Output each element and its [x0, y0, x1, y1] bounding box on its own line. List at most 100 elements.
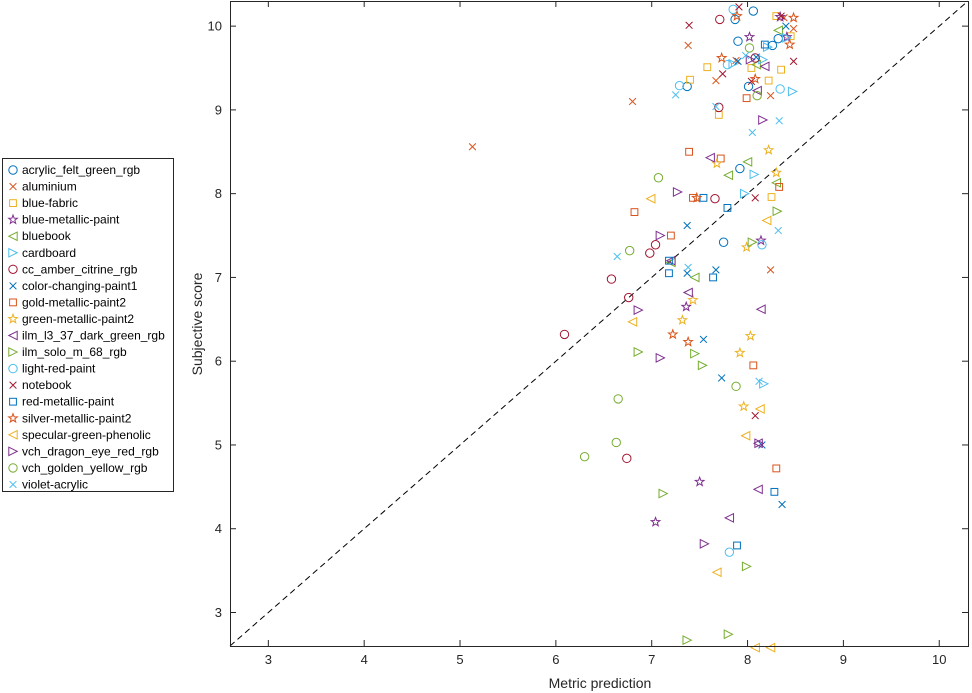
data-point [747, 237, 758, 248]
y-tick-label: 6 [215, 354, 222, 369]
legend-label: aluminium [22, 180, 77, 194]
data-point [683, 269, 691, 277]
legend-label: gold-metallic-paint2 [22, 295, 126, 309]
data-point [718, 70, 727, 78]
data-point [737, 400, 750, 412]
data-point [781, 30, 793, 42]
data-point [703, 63, 712, 72]
data-point [627, 316, 638, 327]
data-point [775, 117, 783, 125]
legend-label: green-metallic-paint2 [22, 312, 134, 326]
data-point [712, 76, 720, 85]
data-point [689, 193, 697, 202]
series-specular-green-phenolic [627, 193, 776, 653]
data-point [731, 381, 741, 392]
data-point [645, 193, 656, 204]
data-point [606, 274, 617, 284]
data-point [622, 453, 632, 464]
data-point [741, 561, 752, 572]
data-point [645, 248, 655, 258]
data-point [735, 163, 745, 174]
data-point [766, 91, 775, 100]
legend-marker [8, 463, 18, 473]
legend-label: silver-metallic-paint2 [22, 411, 132, 425]
data-point [734, 57, 742, 66]
data-point [653, 173, 664, 183]
data-point [742, 94, 751, 103]
data-point [468, 142, 477, 151]
x-tick-label: 8 [744, 652, 751, 667]
data-point [628, 97, 637, 106]
data-point [789, 57, 798, 66]
x-tick-label: 10 [932, 652, 946, 667]
legend-marker [9, 199, 17, 207]
data-point [777, 65, 786, 74]
legend-item: silver-metallic-paint2 [7, 411, 132, 425]
data-point [655, 352, 666, 363]
legend-label: vch_golden_yellow_rgb [22, 461, 148, 475]
data-point [787, 11, 800, 23]
data-point [658, 488, 669, 499]
data-point [775, 84, 785, 94]
data-point [765, 642, 776, 653]
data-point [633, 305, 644, 316]
legend-label: color-changing-paint1 [22, 279, 138, 293]
data-point [611, 437, 621, 448]
data-point [613, 252, 621, 261]
data-point [789, 24, 798, 33]
data-point [671, 91, 680, 99]
series-vch_golden_yellow_rgb [579, 43, 762, 462]
data-point [741, 51, 750, 60]
data-point [731, 10, 743, 21]
data-point [559, 329, 570, 340]
data-point [624, 292, 634, 303]
legend-label: notebook [22, 378, 72, 392]
data-point [778, 500, 786, 509]
x-tick-label: 9 [840, 652, 847, 667]
series-violet-acrylic [613, 51, 783, 386]
data-point [744, 43, 755, 53]
data-point [665, 255, 676, 266]
legend-item: bluebook [7, 229, 72, 243]
legend-marker [9, 397, 17, 406]
legend-item: vch_golden_yellow_rgb [8, 461, 148, 475]
data-point [774, 226, 782, 235]
data-point [751, 411, 759, 420]
data-point [770, 166, 783, 178]
data-point [686, 75, 694, 84]
legend-marker [7, 429, 18, 440]
y-tick-label: 9 [215, 102, 222, 117]
axis-ticks-layer: 3 4 5 6 7 8 9 10 3 4 5 6 7 8 9 10 [208, 1, 968, 667]
series-acrylic_felt_green_rgb [682, 6, 783, 247]
data-point [749, 642, 760, 653]
data-point [666, 231, 675, 240]
data-point [751, 85, 762, 96]
data-point [711, 567, 722, 578]
legend-marker [9, 182, 17, 191]
data-point [709, 273, 717, 282]
data-point [613, 394, 623, 404]
legend-item: gold-metallic-paint2 [9, 295, 126, 309]
legend-item: color-changing-paint1 [9, 279, 138, 293]
data-point [650, 240, 661, 250]
data-point [762, 42, 774, 53]
data-point [762, 144, 775, 156]
data-point [759, 378, 770, 389]
data-point [733, 36, 743, 46]
data-point [775, 183, 784, 191]
legend-marker [8, 347, 19, 358]
legend-marker [8, 165, 18, 175]
data-point [665, 269, 673, 278]
data-point [743, 81, 754, 92]
data-point [683, 221, 691, 230]
data-point [749, 361, 758, 370]
data-point [755, 234, 767, 246]
legend-label: red-metallic-paint [22, 395, 115, 409]
data-point [744, 329, 757, 341]
plot-area [230, 1, 969, 647]
data-point [774, 10, 786, 22]
legend-label: acrylic_felt_green_rgb [22, 163, 140, 177]
legend-item: violet-acrylic [9, 477, 88, 491]
data-points-layer [468, 3, 800, 653]
x-axis-label: Metric prediction [549, 675, 652, 691]
